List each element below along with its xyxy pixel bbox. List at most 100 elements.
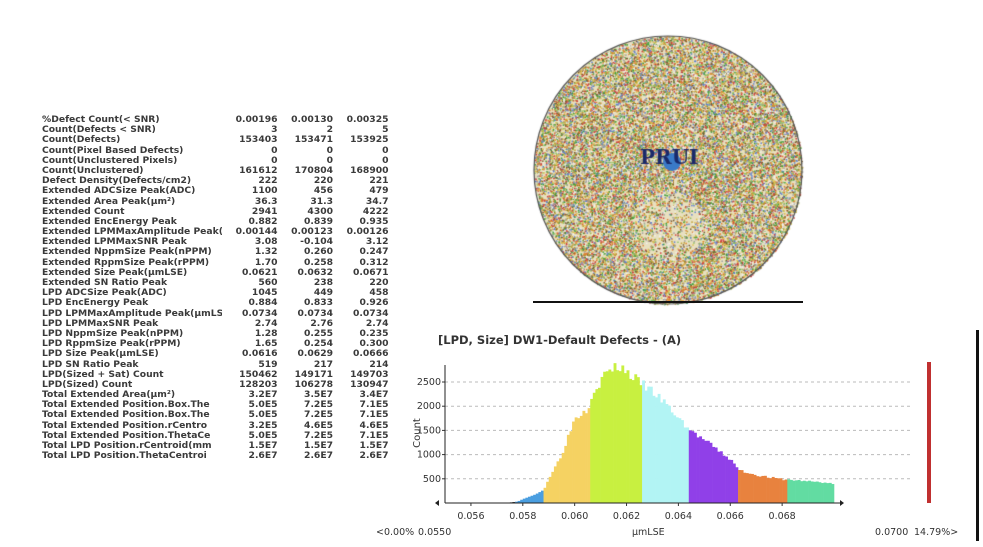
histogram-bar [590, 398, 594, 503]
histogram-chart[interactable]: 500 1000 1500 2000 2500 0.056 0.058 0.060 0.062 0… [370, 330, 970, 520]
table-label: Count(Defects) [42, 135, 121, 146]
table-row: Total LPD Position.ThetaCentroi 2.6E7 2.6E… [42, 450, 389, 462]
histogram-bar [655, 397, 658, 503]
table-value: 3.08 [254, 236, 278, 248]
table-value: 1.5E7 [359, 440, 389, 451]
histogram-bar [779, 478, 783, 503]
histogram-bar [699, 436, 703, 503]
table-label: Extended Count [42, 206, 125, 217]
table-value: 519 [258, 358, 278, 370]
table-value: 2 [326, 124, 333, 136]
table-label: Total Extended Position.Box.The [42, 410, 210, 421]
table-value: 149703 [350, 368, 389, 380]
table-value: 106278 [294, 378, 333, 390]
table-value: 128203 [239, 378, 278, 390]
histogram-bar [787, 479, 791, 503]
table-value: 168900 [350, 164, 389, 176]
table-value: 0.00325 [346, 114, 389, 125]
histogram-bar [559, 458, 562, 503]
table-row: LPD SN Ratio Peak 519 217 214 [42, 358, 389, 370]
histogram-bar [657, 393, 661, 503]
table-row: Count(Unclustered Pixels) 0 0 0 [42, 154, 389, 166]
table-value: 0.0621 [242, 266, 278, 278]
histogram-bar [515, 501, 518, 503]
histogram-bar [668, 405, 671, 503]
table-value: 0.0734 [353, 307, 389, 319]
table-label: Extended LPMMaxAmplitude Peak(µ [42, 227, 222, 238]
table-row: %Defect Count(< SNR) 0.00196 0.00130 0.0032… [42, 114, 389, 125]
table-row: Extended SN Ratio Peak 560 238 220 [42, 277, 389, 288]
histogram-bar [626, 370, 630, 503]
table-value: 0.882 [248, 215, 278, 227]
histogram-bar [714, 447, 718, 503]
table-value: 1.5E7 [304, 440, 333, 451]
table-value: 1.70 [254, 256, 278, 268]
histogram-bar [598, 387, 601, 503]
table-value: 3.2E7 [248, 389, 278, 401]
table-row: LPD(Sized + Sat) Count 150462 149171 149703 [42, 368, 389, 380]
histogram-bar [735, 467, 739, 503]
histogram-bar [551, 471, 555, 503]
table-value: 0.00126 [346, 226, 389, 238]
histogram-bar [566, 434, 570, 503]
table-value: 149171 [294, 368, 333, 380]
table-value: 220 [369, 277, 389, 288]
table-value: 36.3 [254, 195, 278, 207]
table-value: 7.1E5 [359, 429, 389, 441]
table-row: Total Extended Position.ThetaCe 5.0E5 7.2E… [42, 429, 389, 441]
histogram-bar [585, 413, 588, 503]
histogram-bar [592, 392, 596, 503]
table-value: 2.74 [254, 317, 278, 329]
histogram-bar [808, 480, 811, 503]
histogram-bar [595, 389, 599, 503]
table-value: 1.32 [254, 246, 278, 258]
histogram-bar [675, 417, 679, 503]
histogram-bar [802, 480, 806, 503]
table-value: 0 [271, 154, 278, 166]
y-tick-label: 1500 [417, 425, 441, 436]
table-row: Extended LPMMaxSNR Peak 3.08 -0.104 3.12 [42, 237, 389, 247]
histogram-bar [740, 470, 744, 503]
table-value: 4.6E5 [304, 419, 333, 431]
histogram-bar [732, 463, 736, 503]
histogram-bar [756, 476, 760, 503]
table-value: 7.1E5 [359, 409, 389, 421]
histogram-bar [680, 420, 684, 503]
histogram-bar [795, 480, 798, 503]
table-label: Extended LPMMaxSNR Peak [42, 237, 187, 248]
histogram-bar [761, 475, 765, 503]
histogram-bar [639, 385, 643, 503]
table-value: 214 [369, 358, 389, 370]
histogram-bar [686, 427, 690, 503]
table-label: Extended RppmSize Peak(rPPM) [42, 257, 210, 268]
table-value: 2.74 [365, 317, 389, 329]
histogram-bar [582, 410, 586, 503]
histogram-bar [821, 483, 824, 503]
table-label: Total LPD Position.ThetaCentroi [42, 451, 207, 462]
histogram-bar [776, 478, 780, 503]
table-row: Extended NppmSize Peak(nPPM) 1.32 0.260 0.2… [42, 247, 389, 257]
histogram-bar [608, 369, 612, 503]
table-row: Extended LPMMaxAmplitude Peak(µ 0.00144 0.… [42, 226, 389, 238]
table-value: 0.0616 [242, 348, 278, 360]
histogram-bar [719, 451, 723, 503]
x-tick-label: 0.058 [509, 511, 536, 520]
table-row: LPD NppmSize Peak(nPPM) 1.28 0.255 0.235 [42, 327, 389, 339]
x-tick-label: 0.060 [561, 511, 588, 520]
histogram-bar [546, 481, 550, 503]
histogram-bar [647, 386, 651, 503]
table-label: %Defect Count(< SNR) [42, 115, 160, 125]
histogram-bar [520, 499, 524, 503]
histogram-bar [553, 466, 557, 503]
y-tick-label: 2500 [417, 377, 441, 388]
table-value: 0.255 [303, 327, 333, 339]
wafer-map[interactable] [530, 32, 806, 308]
table-row: LPD LPMMaxAmplitude Peak(µmLSE) 0.0734 0.0… [42, 307, 389, 319]
table-value: 0.0632 [297, 266, 333, 278]
table-value: 238 [313, 277, 333, 288]
histogram-bar [810, 481, 814, 503]
table-label: LPD LPMMaxSNR Peak [42, 318, 159, 329]
range-marker[interactable] [927, 362, 931, 503]
histogram-bar [613, 363, 617, 503]
table-value: 0.300 [359, 338, 389, 350]
